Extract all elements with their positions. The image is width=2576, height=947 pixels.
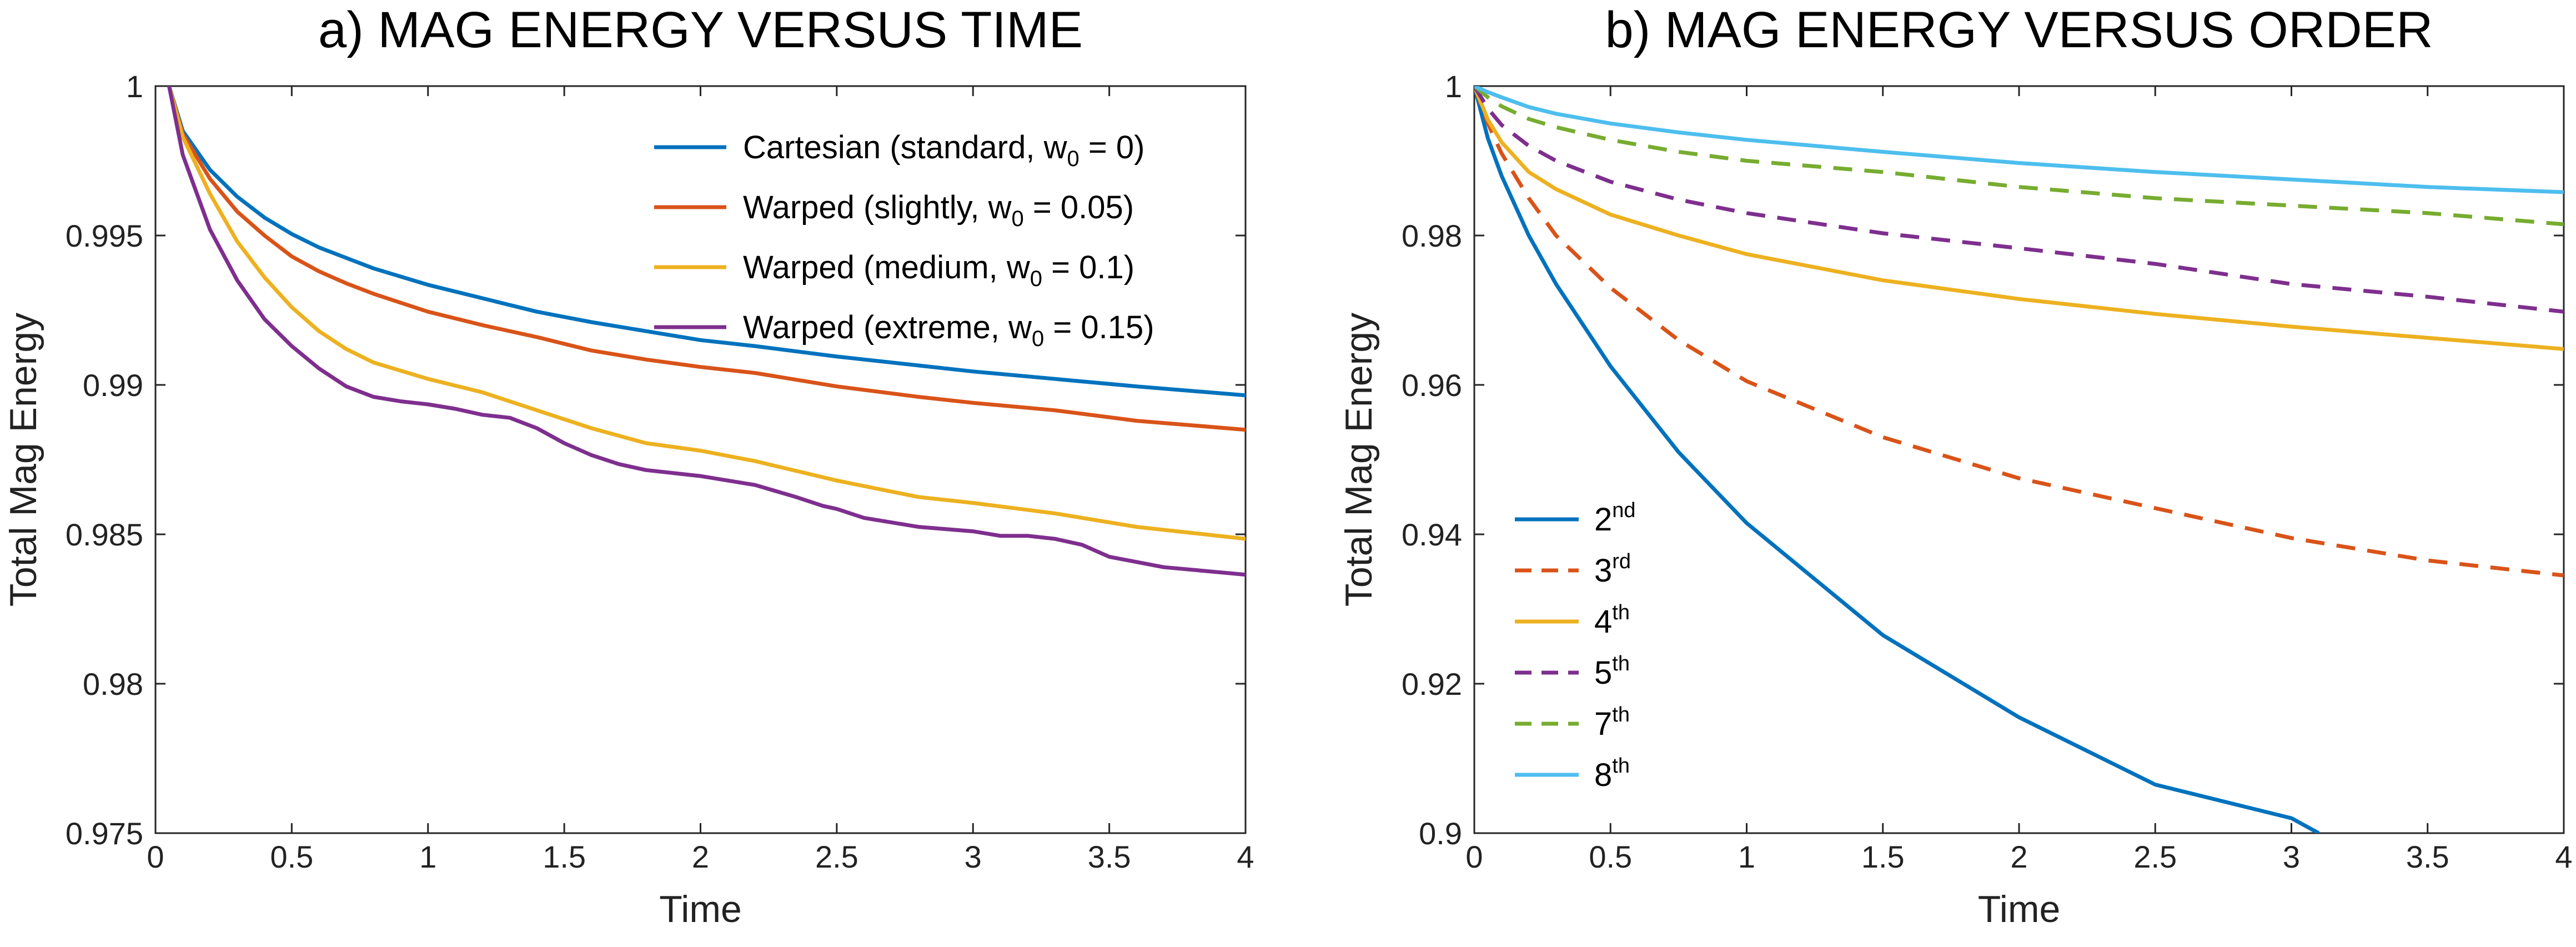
x-tick-label: 1 [1738, 839, 1755, 874]
legend-label-text: 5 [1594, 655, 1612, 691]
x-tick-label: 3.5 [1088, 839, 1131, 874]
series-line-cartesian [167, 86, 1246, 398]
legend-label-subscript: 0 [1030, 267, 1042, 291]
legend-label-text: Warped (slightly, w [743, 189, 1012, 226]
x-tick-label: 3 [2283, 839, 2300, 874]
series-line-2nd [1474, 86, 2320, 833]
series-line-8th [1474, 86, 2564, 194]
x-tick-label: 1.5 [543, 839, 586, 874]
legend-entry: Cartesian (standard, w0 = 0) [743, 129, 1144, 171]
y-tick-label: 1 [1445, 69, 1462, 104]
legend-label-superscript: th [1612, 601, 1630, 624]
y-tick-label: 1 [126, 69, 143, 104]
x-tick-label: 3 [965, 839, 982, 874]
legend-label-text: Warped (medium, w [743, 249, 1031, 285]
series-line-4th [1474, 86, 2564, 351]
legend-entry: Warped (medium, w0 = 0.1) [743, 249, 1134, 291]
legend-label-text: 4 [1594, 604, 1612, 640]
legend-label-text: = 0.05) [1024, 189, 1134, 226]
series-line-3rd [1474, 86, 2564, 578]
x-tick-label: 0 [147, 839, 164, 874]
legend-label-superscript: th [1612, 754, 1630, 778]
legend-entry: 4th [1594, 601, 1630, 640]
legend-label-text: Cartesian (standard, w [743, 129, 1068, 166]
legend-label-text: Warped (extreme, w [743, 309, 1032, 345]
legend-entry: 2nd [1594, 499, 1636, 538]
legend-label-text: = 0) [1079, 129, 1145, 166]
y-tick-label: 0.99 [83, 368, 143, 403]
y-tick-label: 0.975 [66, 816, 143, 851]
series-line-7th [1474, 86, 2564, 227]
legend-entry: 7th [1594, 703, 1630, 742]
x-tick-label: 2.5 [2133, 839, 2177, 874]
x-tick-label: 2 [692, 839, 709, 874]
legend-label-superscript: nd [1612, 499, 1635, 522]
y-tick-label: 0.96 [1402, 368, 1462, 403]
y-tick-label: 0.98 [83, 667, 143, 702]
series-line-warped-slightly- [167, 86, 1246, 432]
series-lines [1474, 86, 2564, 833]
plot-area-frame [1473, 85, 2565, 834]
x-tick-label: 3.5 [2406, 839, 2449, 874]
legend-label-subscript: 0 [1011, 207, 1023, 231]
legend-entry: Warped (extreme, w0 = 0.15) [743, 309, 1154, 351]
series-line-5th [1474, 86, 2564, 314]
legend-entry: 5th [1594, 652, 1630, 691]
legend-label-text: 3 [1594, 553, 1612, 589]
x-tick-label: 4 [1237, 839, 1254, 874]
legend-label-subscript: 0 [1067, 147, 1079, 171]
legend-label-superscript: th [1612, 652, 1630, 675]
chart-title: b) MAG ENERGY VERSUS ORDER [1605, 2, 2433, 58]
x-axis-label: Time [659, 888, 742, 930]
x-tick-label: 0.5 [270, 839, 313, 874]
legend-entry: Warped (slightly, w0 = 0.05) [743, 189, 1134, 231]
y-tick-label: 0.9 [1419, 816, 1462, 851]
legend: Cartesian (standard, w0 = 0)Warped (slig… [654, 129, 1154, 351]
chart-a: a) MAG ENERGY VERSUS TIME 0 0.5 1 1.5 2 2.5 3 3.… [2, 2, 1254, 930]
x-tick-label: 0.5 [1589, 839, 1632, 874]
legend-label-subscript: 0 [1032, 327, 1044, 351]
legend-label-text: 7 [1594, 706, 1612, 742]
y-tick-label: 0.995 [66, 218, 143, 253]
series-line-warped-extreme- [167, 86, 1246, 577]
legend-entry: 3rd [1594, 550, 1631, 589]
y-tick-label: 0.92 [1402, 667, 1462, 702]
y-axis-label: Total Mag Energy [2, 313, 44, 607]
series-line-warped-medium- [167, 86, 1246, 541]
x-tick-label: 0 [1465, 839, 1483, 874]
x-tick-label: 1 [419, 839, 436, 874]
y-tick-label: 0.94 [1402, 517, 1462, 552]
series-lines [167, 86, 1246, 577]
legend-label-superscript: th [1612, 703, 1630, 726]
legend-label-text: = 0.15) [1044, 309, 1154, 345]
x-tick-label: 2.5 [815, 839, 858, 874]
x-tick-label: 1.5 [1861, 839, 1905, 874]
legend-label-text: = 0.1) [1042, 249, 1134, 285]
legend-label-text: 8 [1594, 757, 1612, 793]
y-tick-label: 0.98 [1402, 218, 1462, 253]
x-axis-label: Time [1978, 888, 2061, 930]
y-tick-label: 0.985 [66, 517, 143, 552]
x-tick-label: 2 [2010, 839, 2027, 874]
chart-title: a) MAG ENERGY VERSUS TIME [318, 2, 1083, 58]
x-tick-label: 4 [2555, 839, 2572, 874]
legend-entry: 8th [1594, 754, 1630, 793]
legend-label-text: 2 [1594, 502, 1612, 538]
y-axis-label: Total Mag Energy [1338, 313, 1380, 607]
legend-label-superscript: rd [1612, 550, 1631, 573]
